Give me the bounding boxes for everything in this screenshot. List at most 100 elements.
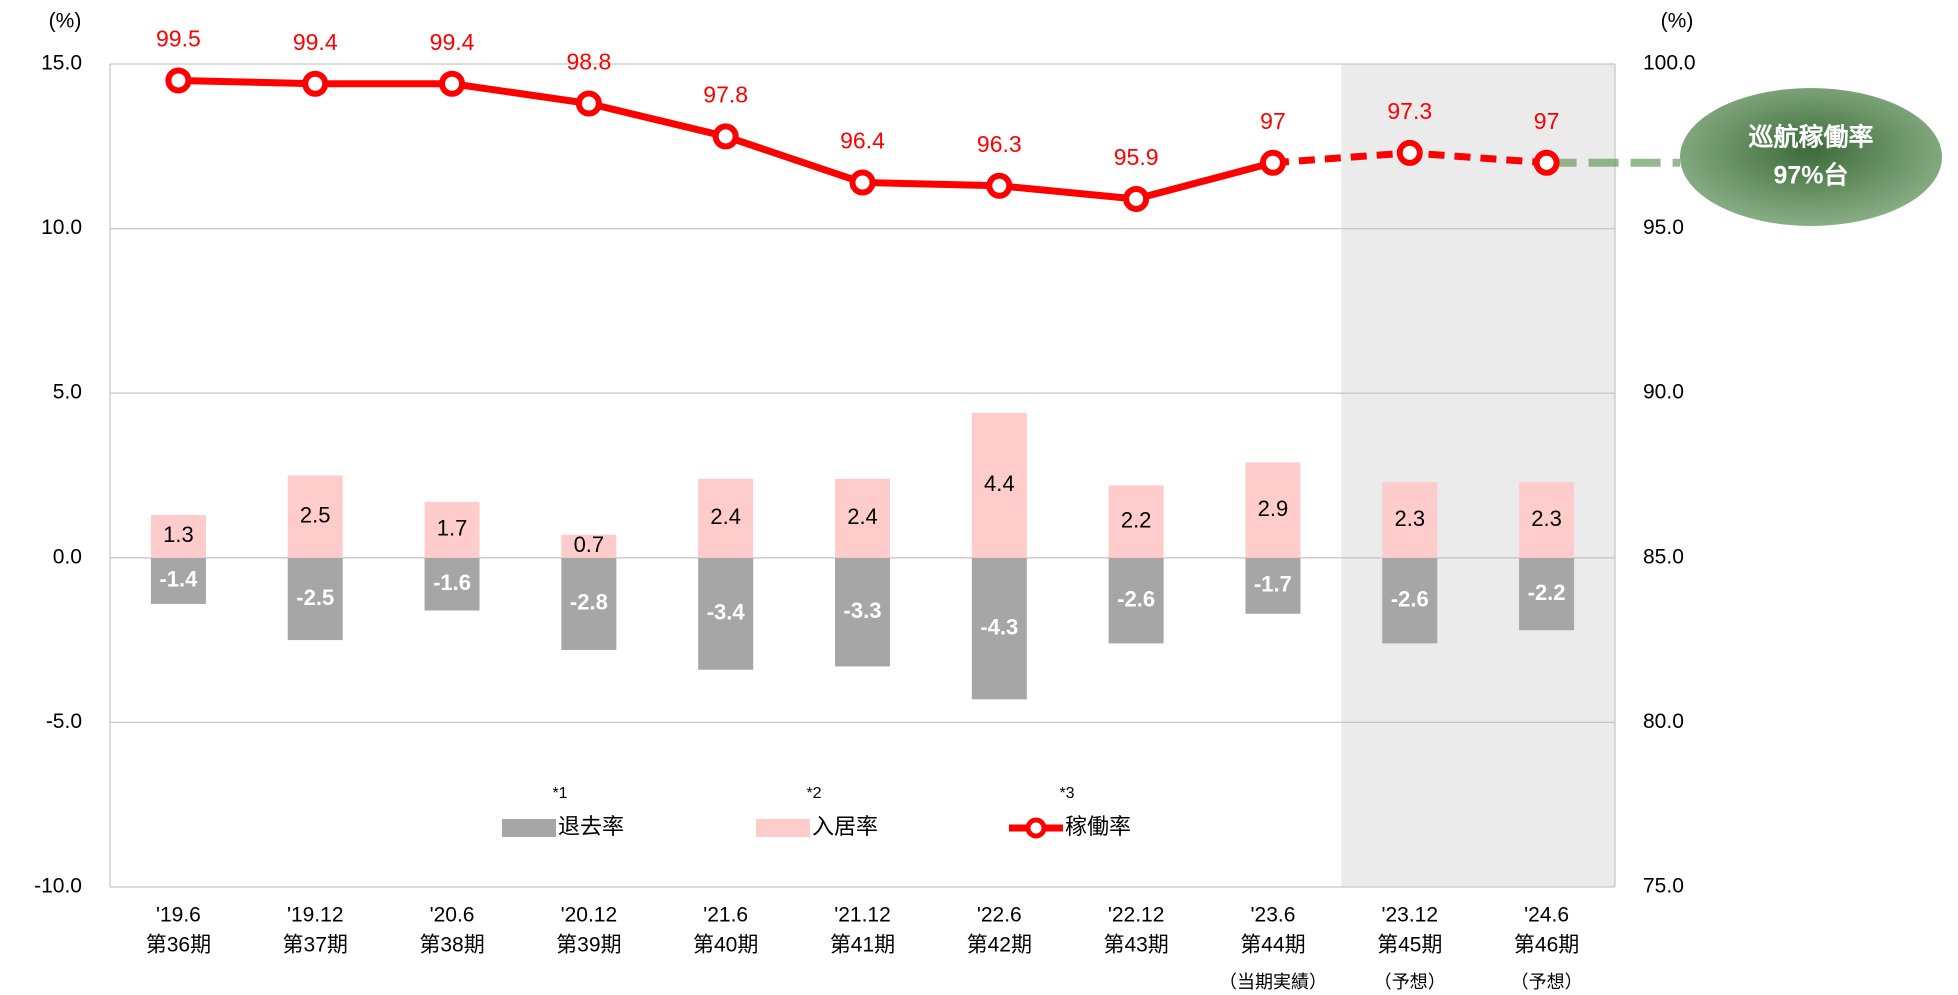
data-label: -4.3 [980,614,1018,639]
x-period-label: 第38期 [419,934,484,957]
y-tick-label: 5.0 [53,381,82,404]
bar [835,557,890,667]
data-label: 95.9 [1114,144,1159,170]
data-label: 2.5 [300,502,331,527]
data-label: 2.4 [847,504,878,529]
line-marker [165,67,192,94]
y-tick-label: 10.0 [41,216,82,239]
x-tick-label: '22.12 [1108,904,1165,927]
line-marker [1259,149,1286,176]
x-note-label: （予想） [1511,972,1583,992]
x-tick-label: '21.12 [834,904,891,927]
data-label: -2.2 [1528,580,1566,605]
x-note-label: （予想） [1374,972,1446,992]
bar [698,478,754,558]
bar [971,557,1027,700]
y2-tick-label: 80.0 [1643,710,1684,733]
y2-tick-label: 90.0 [1643,381,1684,404]
legend-swatch [502,819,556,837]
data-label: -2.6 [1117,586,1155,611]
data-label: 97 [1534,108,1560,134]
bar [1519,482,1575,558]
data-label: 99.4 [293,29,338,55]
y-tick-label: 15.0 [41,52,82,75]
data-label: 0.7 [574,532,605,557]
x-period-label: 第43期 [1103,934,1168,957]
data-label: -3.3 [844,598,882,623]
data-label: -1.6 [433,570,471,595]
line-marker [302,70,329,97]
data-label: 2.3 [1394,506,1425,531]
bar [1382,557,1438,644]
bar [150,557,206,604]
legend-footnote: *1 [552,785,567,802]
legend-swatch [756,819,810,837]
y2-tick-label: 85.0 [1643,545,1684,568]
y-axis-label: (%) [49,10,82,33]
x-period-label: 第41期 [830,934,895,957]
line-marker [439,70,466,97]
bar [561,534,617,558]
legend-swatch-marker [1025,817,1047,839]
line-marker [849,169,876,196]
x-tick-label: '22.6 [977,904,1022,927]
x-period-label: 第39期 [556,934,621,957]
y-tick-label: 0.0 [53,545,82,568]
data-label: 4.4 [984,471,1015,496]
data-label: 2.2 [1121,507,1152,532]
forecast-shade [1341,64,1615,887]
x-tick-label: '23.6 [1251,904,1296,927]
line-marker [575,90,602,117]
x-tick-label: '24.6 [1524,904,1569,927]
x-period-label: 第40期 [693,934,758,957]
bar [1108,485,1164,558]
data-label: -2.5 [296,585,334,610]
data-label: 97 [1260,108,1286,134]
bar [1245,462,1301,558]
data-label: 1.7 [437,516,468,541]
annotation-bubble [1680,88,1942,226]
data-label: 97.3 [1387,98,1432,124]
line-marker [1533,149,1560,176]
data-label: -2.8 [570,590,608,615]
bar [150,515,206,558]
line-marker [712,123,739,150]
data-label: 96.4 [840,128,885,154]
annotation-text: 巡航稼働率 [1748,123,1873,152]
data-label: 98.8 [566,49,611,75]
line-marker [986,172,1013,199]
y-tick-label: -5.0 [46,710,82,733]
y2-axis-label: (%) [1661,10,1694,33]
line-marker [1396,139,1423,166]
bar [1108,557,1164,644]
data-label: 2.9 [1258,496,1289,521]
x-period-label: 第46期 [1514,934,1579,957]
x-period-label: 第36期 [146,934,211,957]
line-marker [1123,185,1150,212]
bar [561,557,617,650]
bar [287,475,343,558]
x-note-label: （当期実績） [1219,972,1327,992]
y2-tick-label: 75.0 [1643,875,1684,898]
x-period-label: 第44期 [1240,934,1305,957]
data-label: 96.3 [977,131,1022,157]
data-label: 2.4 [710,504,741,529]
data-label: 2.3 [1531,506,1562,531]
bar [835,478,890,558]
legend-footnote: *3 [1059,785,1074,802]
legend-footnote: *2 [806,785,821,802]
data-label: 99.5 [156,26,201,52]
bar [287,557,343,641]
bar [1382,482,1438,558]
bar [424,557,480,611]
x-period-label: 第37期 [283,934,348,957]
x-tick-label: '20.6 [430,904,475,927]
x-tick-label: '19.12 [287,904,344,927]
annotation-text: 97%台 [1773,161,1848,190]
data-label: 99.4 [430,29,475,55]
x-tick-label: '23.12 [1381,904,1438,927]
bar [971,412,1027,558]
x-tick-label: '21.6 [703,904,748,927]
data-label: -1.7 [1254,572,1292,597]
data-label: -1.4 [159,567,198,592]
